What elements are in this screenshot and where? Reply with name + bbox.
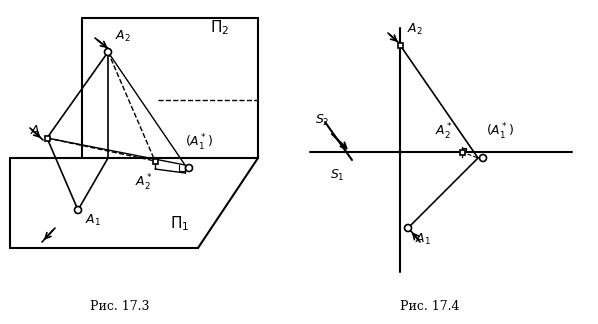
Text: $S_1$: $S_1$ xyxy=(330,168,344,183)
Text: $S_2$: $S_2$ xyxy=(315,113,329,128)
Bar xyxy=(152,158,157,164)
Text: $(A^*_1)$: $(A^*_1)$ xyxy=(185,133,213,153)
Text: $A$: $A$ xyxy=(30,123,40,136)
Circle shape xyxy=(480,155,487,161)
Text: Рис. 17.3: Рис. 17.3 xyxy=(90,300,150,313)
Bar xyxy=(459,149,465,155)
Circle shape xyxy=(75,206,81,214)
Text: $A^*_2$: $A^*_2$ xyxy=(435,122,453,142)
Circle shape xyxy=(105,49,111,55)
Circle shape xyxy=(404,225,411,232)
Circle shape xyxy=(185,165,193,171)
Text: $\Pi_2$: $\Pi_2$ xyxy=(210,18,229,37)
Bar xyxy=(398,42,402,48)
Text: $A_1$: $A_1$ xyxy=(85,213,101,228)
Text: $A_1$: $A_1$ xyxy=(415,232,431,247)
Text: $\Pi_1$: $\Pi_1$ xyxy=(170,214,190,233)
Bar xyxy=(44,135,50,141)
Text: Рис. 17.4: Рис. 17.4 xyxy=(400,300,460,313)
Text: $A^*_2$: $A^*_2$ xyxy=(135,173,153,193)
Text: $A_2$: $A_2$ xyxy=(115,29,131,44)
Text: $A_2$: $A_2$ xyxy=(407,22,423,37)
Text: $(A^*_1)$: $(A^*_1)$ xyxy=(486,122,514,142)
